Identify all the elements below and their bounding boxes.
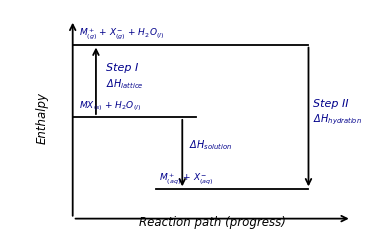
Text: ΔH$_{hydration}$: ΔH$_{hydration}$: [314, 112, 362, 127]
Text: M$^+_{(aq)}$ + X$^-_{(aq)}$: M$^+_{(aq)}$ + X$^-_{(aq)}$: [159, 170, 214, 185]
Text: ΔH$_{solution}$: ΔH$_{solution}$: [189, 138, 232, 151]
Text: Reaction path (progress): Reaction path (progress): [139, 215, 286, 228]
Text: MX$_{(s)}$ + H$_2$O$_{(l)}$: MX$_{(s)}$ + H$_2$O$_{(l)}$: [79, 99, 142, 113]
Text: Step I: Step I: [106, 63, 138, 73]
Text: Step II: Step II: [314, 99, 349, 109]
Text: M$^+_{(g)}$ + X$^-_{(g)}$ + H$_2$O$_{(l)}$: M$^+_{(g)}$ + X$^-_{(g)}$ + H$_2$O$_{(l)…: [79, 26, 165, 41]
Text: ΔH$_{lattice}$: ΔH$_{lattice}$: [106, 77, 144, 90]
Text: Enthalpy: Enthalpy: [36, 92, 49, 144]
